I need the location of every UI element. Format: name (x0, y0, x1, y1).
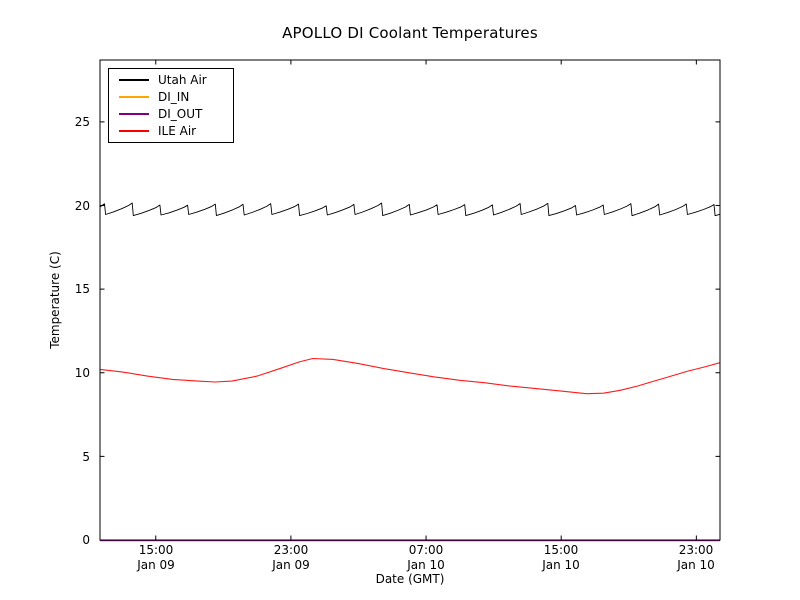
x-tick-date: Jan 09 (137, 558, 175, 572)
chart-title: APOLLO DI Coolant Temperatures (282, 24, 538, 42)
x-tick-label: 23:00 Jan 10 (651, 543, 741, 573)
x-tick-label: 07:00 Jan 10 (381, 543, 471, 573)
x-tick-time: 07:00 (408, 543, 444, 557)
x-tick-date: Jan 09 (272, 558, 310, 572)
y-tick-label: 10 (74, 366, 90, 380)
legend-label: DI_OUT (158, 107, 203, 122)
legend-item-ile-air: ILE Air (119, 124, 233, 138)
legend-line-sample (119, 95, 149, 98)
legend-item-di-out: DI_OUT (119, 107, 233, 121)
legend-item-utah-air: Utah Air (119, 73, 233, 87)
y-tick-label: 20 (74, 198, 90, 213)
x-tick-time: 23:00 (678, 543, 714, 557)
x-tick-date: Jan 10 (542, 558, 580, 572)
x-tick-label: 15:00 Jan 10 (516, 543, 606, 573)
legend-label: Utah Air (158, 72, 207, 87)
legend-box: Utah Air DI_IN DI_OUT ILE Air (108, 68, 234, 143)
y-tick-label: 0 (82, 533, 90, 547)
y-tick-label: 15 (74, 282, 90, 296)
legend-line-sample (119, 113, 149, 116)
x-tick-date: Jan 10 (407, 558, 445, 572)
legend-label: DI_IN (158, 89, 190, 104)
y-tick-label: 25 (74, 115, 90, 129)
x-axis-label: Date (GMT) (375, 572, 445, 586)
x-tick-time: 15:00 (138, 543, 174, 557)
legend-item-di-in: DI_IN (119, 90, 233, 104)
x-tick-label: 23:00 Jan 09 (246, 543, 336, 573)
x-tick-time: 23:00 (273, 543, 309, 557)
x-tick-label: 15:00 Jan 09 (111, 543, 201, 573)
x-tick-time: 15:00 (543, 543, 579, 557)
legend-line-sample (119, 78, 149, 81)
y-tick-label: 5 (82, 449, 90, 464)
legend-line-sample (119, 130, 149, 133)
legend-label: ILE Air (158, 124, 197, 139)
x-tick-date: Jan 10 (677, 558, 715, 572)
